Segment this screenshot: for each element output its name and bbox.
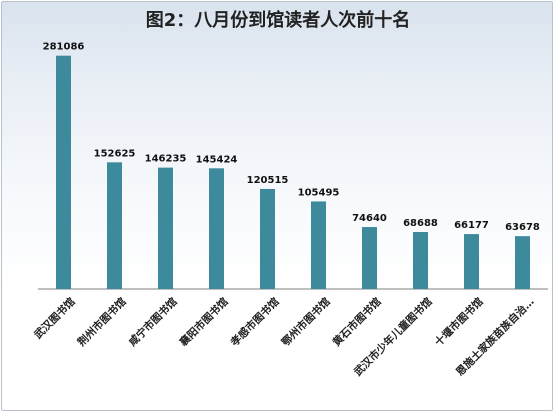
bar-5	[260, 188, 275, 289]
bar-7	[362, 227, 377, 289]
category-label-2: 荆州市图书馆	[75, 295, 129, 349]
category-label-7: 黄石市图书馆	[330, 295, 384, 349]
data-label-4: 145424	[196, 154, 238, 165]
data-label-2: 152625	[94, 148, 136, 159]
bar-10	[515, 236, 530, 289]
bar-9	[464, 234, 479, 289]
data-label-8: 68688	[403, 218, 438, 229]
category-label-1: 武汉图书馆	[31, 295, 78, 342]
bar-1	[56, 55, 71, 289]
data-label-10: 63678	[505, 222, 540, 233]
bar-6	[311, 201, 326, 289]
chart-title: 图2：八月份到馆读者人次前十名	[145, 10, 411, 31]
category-label-4: 襄阳市图书馆	[176, 295, 231, 350]
data-label-7: 74640	[352, 213, 387, 224]
bar-3	[158, 167, 173, 289]
bar-4	[209, 168, 224, 289]
data-label-5: 120515	[247, 175, 289, 186]
category-label-9: 十堰市图书馆	[432, 295, 486, 349]
bar-8	[413, 231, 428, 289]
data-label-6: 105495	[298, 187, 340, 198]
bar-2	[107, 162, 122, 289]
data-label-9: 66177	[454, 220, 489, 231]
data-label-1: 281086	[43, 42, 85, 53]
category-label-3: 咸宁市图书馆	[126, 295, 180, 349]
category-label-5: 孝感市图书馆	[227, 295, 282, 350]
data-label-3: 146235	[145, 154, 187, 165]
category-label-6: 鄂州市图书馆	[279, 295, 333, 349]
